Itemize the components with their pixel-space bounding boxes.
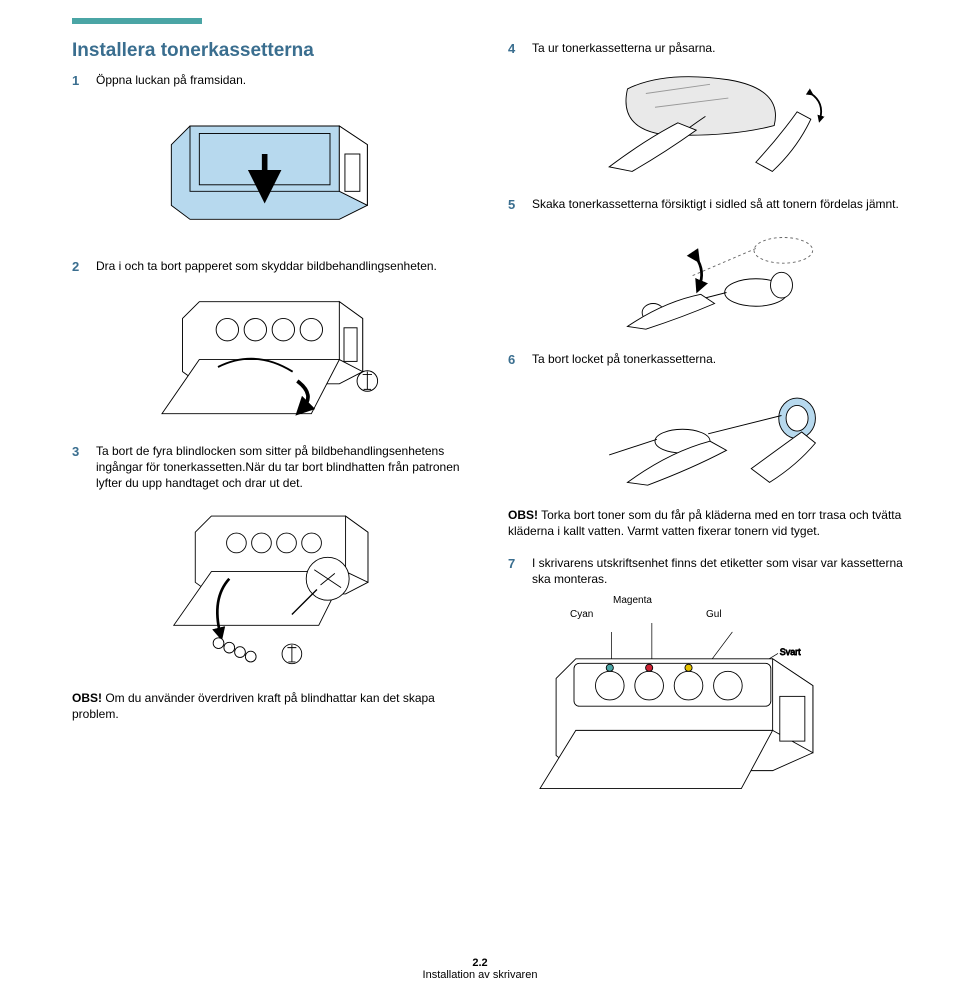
step-number: 5 [508,196,522,214]
illustration-remove-cap [508,377,912,487]
step-text: I skrivarens utskriftsenhet finns det et… [532,555,912,587]
step-text: Ta bort de fyra blindlocken som sitter p… [96,443,476,492]
footer-section: Installation av skrivaren [423,969,538,981]
illustration-unpack-bag [508,66,912,176]
label-magenta: Magenta [613,595,652,606]
step-text: Ta ur tonerkassetterna ur påsarna. [532,40,912,58]
note-force: OBS! Om du använder överdriven kraft på … [72,690,476,722]
step-6: 6 Ta bort locket på tonerkassetterna. [508,351,912,369]
step-text: Ta bort locket på tonerkassetterna. [532,351,912,369]
step-5: 5 Skaka tonerkassetterna försiktigt i si… [508,196,912,214]
step-3: 3 Ta bort de fyra blindlocken som sitter… [72,443,476,492]
label-yellow: Gul [706,609,722,620]
illustration-remove-plugs [72,500,476,670]
right-column: 4 Ta ur tonerkassetterna ur påsarna. 5 S… [508,40,912,813]
content-columns: Installera tonerkassetterna 1 Öppna luck… [72,40,912,813]
note-text: Om du använder överdriven kraft på blind… [72,691,435,721]
illustration-printer-closed [72,98,476,238]
color-label-row-mid: Cyan Gul [508,609,912,623]
label-black-svg: Svart [780,648,801,658]
page-title: Installera tonerkassetterna [72,40,476,62]
step-number: 7 [508,555,522,587]
illustration-shake [508,221,912,331]
note-text: Torka bort toner som du får på kläderna … [508,508,901,538]
step-text: Skaka tonerkassetterna försiktigt i sidl… [532,196,912,214]
step-number: 3 [72,443,86,492]
note-label: OBS! [508,508,538,522]
step-4: 4 Ta ur tonerkassetterna ur påsarna. [508,40,912,58]
illustration-remove-paper [72,283,476,423]
color-label-row-top: Magenta [508,595,912,609]
left-column: Installera tonerkassetterna 1 Öppna luck… [72,40,476,813]
note-toner-clothes: OBS! Torka bort toner som du får på kläd… [508,507,912,539]
step-2: 2 Dra i och ta bort papperet som skyddar… [72,258,476,276]
footer-page-number: 2.2 [472,957,487,969]
step-text: Dra i och ta bort papperet som skyddar b… [96,258,476,276]
step-1: 1 Öppna luckan på framsidan. [72,72,476,90]
header-rule [72,18,202,24]
note-label: OBS! [72,691,102,705]
step-number: 2 [72,258,86,276]
page-footer: 2.2 Installation av skrivaren [0,957,960,981]
step-number: 4 [508,40,522,58]
step-number: 1 [72,72,86,90]
step-text: Öppna luckan på framsidan. [96,72,476,90]
step-7: 7 I skrivarens utskriftsenhet finns det … [508,555,912,587]
step-number: 6 [508,351,522,369]
illustration-color-slots: Svart [508,623,912,793]
label-cyan: Cyan [570,609,593,620]
